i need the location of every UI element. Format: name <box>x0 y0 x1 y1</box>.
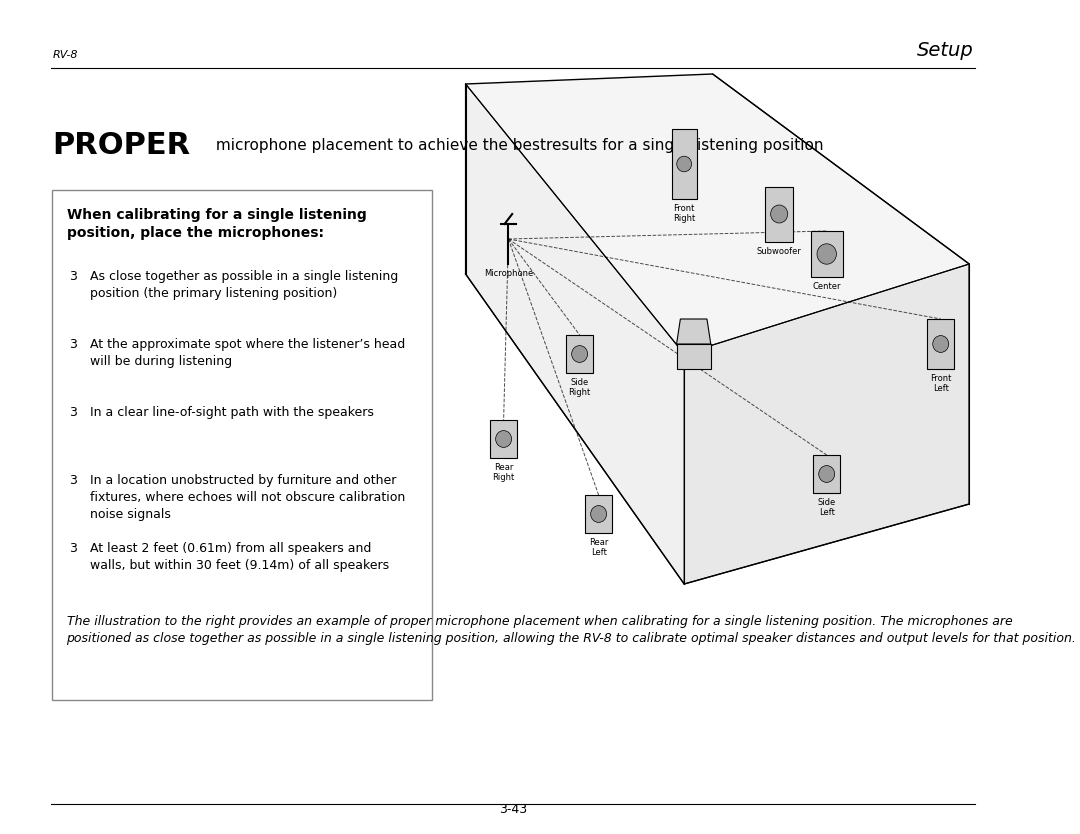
Text: 3: 3 <box>69 338 78 351</box>
Text: 3: 3 <box>69 270 78 283</box>
Text: Subwoofer: Subwoofer <box>757 247 801 255</box>
Polygon shape <box>465 84 684 584</box>
Text: At the approximate spot where the listener’s head
will be during listening: At the approximate spot where the listen… <box>91 338 405 368</box>
Text: As close together as possible in a single listening
position (the primary listen: As close together as possible in a singl… <box>91 270 399 300</box>
Text: 3-43: 3-43 <box>499 803 527 816</box>
Text: At least 2 feet (0.61m) from all speakers and
walls, but within 30 feet (9.14m) : At least 2 feet (0.61m) from all speaker… <box>91 542 390 572</box>
Circle shape <box>816 244 836 264</box>
Text: Microphone: Microphone <box>484 269 534 278</box>
Text: microphone placement to achieve the bestresults for a single listening position: microphone placement to achieve the best… <box>211 138 823 153</box>
Text: Rear
Left: Rear Left <box>589 538 608 557</box>
Circle shape <box>591 505 607 522</box>
Circle shape <box>571 345 588 363</box>
Text: 3: 3 <box>69 406 78 419</box>
Polygon shape <box>585 495 612 533</box>
Text: 3: 3 <box>69 542 78 555</box>
Circle shape <box>496 430 512 447</box>
Polygon shape <box>672 129 697 199</box>
Circle shape <box>677 156 691 172</box>
Polygon shape <box>811 231 842 277</box>
FancyBboxPatch shape <box>52 190 432 700</box>
Text: PROPER: PROPER <box>52 130 190 159</box>
Text: Front
Left: Front Left <box>930 374 951 394</box>
Text: 3: 3 <box>69 474 78 487</box>
Polygon shape <box>928 319 954 369</box>
Circle shape <box>819 465 835 482</box>
Circle shape <box>933 335 948 353</box>
Text: Center: Center <box>812 282 841 291</box>
Text: Front
Right: Front Right <box>673 204 696 224</box>
Polygon shape <box>676 344 711 369</box>
Polygon shape <box>676 319 711 344</box>
Text: In a clear line-of-sight path with the speakers: In a clear line-of-sight path with the s… <box>91 406 374 419</box>
Text: Side
Left: Side Left <box>818 498 836 517</box>
Text: Rear
Right: Rear Right <box>492 463 515 482</box>
Text: When calibrating for a single listening
position, place the microphones:: When calibrating for a single listening … <box>67 208 366 240</box>
Polygon shape <box>813 455 840 493</box>
Text: RV-8: RV-8 <box>52 50 78 60</box>
Text: The illustration to the right provides an example of proper microphone placement: The illustration to the right provides a… <box>67 615 1077 645</box>
Text: Setup: Setup <box>917 41 974 60</box>
Text: In a location unobstructed by furniture and other
fixtures, where echoes will no: In a location unobstructed by furniture … <box>91 474 405 521</box>
Text: Side
Right: Side Right <box>568 378 591 397</box>
Polygon shape <box>490 420 517 458</box>
Polygon shape <box>465 74 969 354</box>
Polygon shape <box>566 335 593 373</box>
Circle shape <box>771 205 787 223</box>
Polygon shape <box>684 264 969 584</box>
Polygon shape <box>765 187 794 242</box>
